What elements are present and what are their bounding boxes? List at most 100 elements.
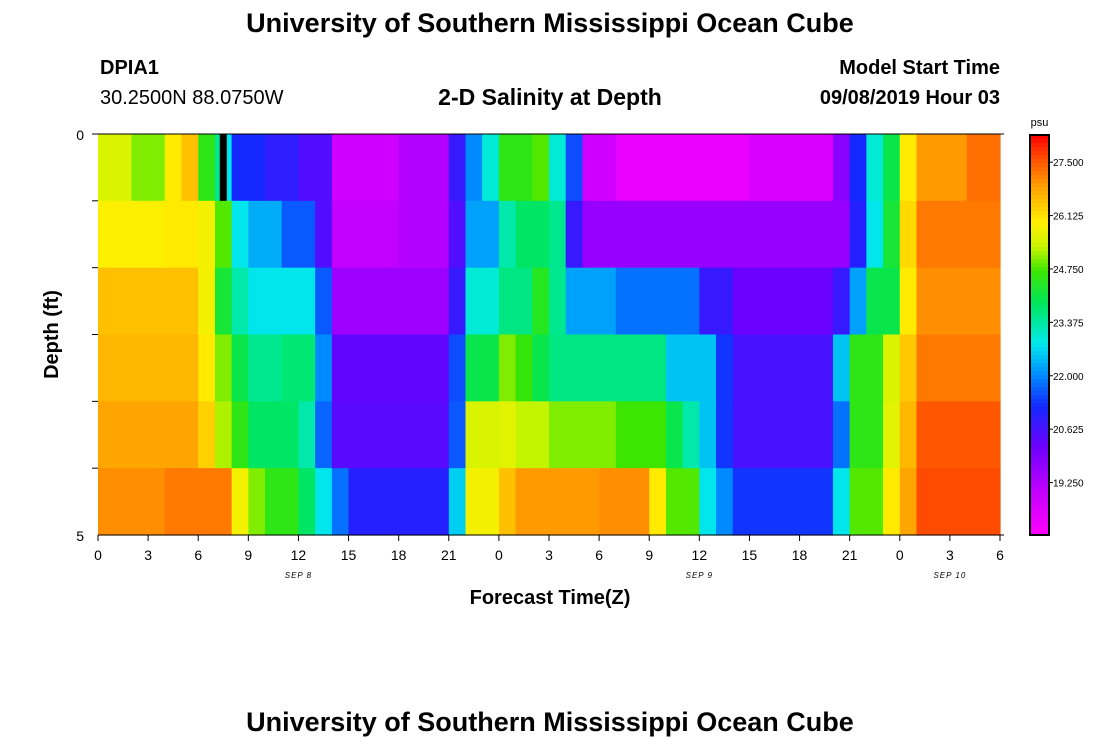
heatmap-cell [883,200,901,269]
heatmap-cell [849,134,867,202]
colorbar-slice [1030,431,1049,436]
heatmap-cell [198,401,216,469]
heatmap-cell [448,334,467,402]
colorbar-slice [1030,451,1049,456]
colorbar-slice [1030,511,1049,516]
colorbar-slice [1030,399,1049,404]
current-time-marker [219,134,227,201]
heatmap-cell [899,134,918,202]
heatmap-cell [214,267,233,336]
colorbar-slice [1030,319,1049,324]
colorbar-slice [1030,355,1049,360]
heatmap-cell [448,267,467,336]
heatmap-cell [181,134,199,202]
colorbar-slice [1030,531,1049,536]
colorbar-slice [1030,323,1049,328]
heatmap-cell [749,134,834,202]
station-location: 30.2500N 88.0750W [100,87,284,109]
colorbar-slice [1030,291,1049,296]
colorbar-slice [1030,195,1049,200]
station-id: DPIA1 [100,57,159,79]
heatmap-cell [465,267,500,336]
heatmap-cell [832,134,851,202]
heatmap-cell [582,200,851,269]
colorbar-slice [1030,347,1049,352]
heatmap-cell [532,134,550,202]
colorbar-slice [1030,455,1049,460]
colorbar-slice [1030,263,1049,268]
heatmap-cell [549,401,617,469]
colorbar-slice [1030,495,1049,500]
colorbar-slice [1030,275,1049,280]
colorbar-slice [1030,515,1049,520]
heatmap-cell [515,468,600,536]
heatmap-cell [916,334,1001,402]
y-tick-label: 0 [76,127,84,143]
heatmap-cell [348,468,450,536]
colorbar-slice [1030,407,1049,412]
colorbar-tick-label: 22.000 [1053,372,1084,383]
y-tick-label: 5 [76,528,84,544]
heatmap-cell [732,334,834,402]
heatmap-cell [98,134,133,202]
colorbar-slice [1030,467,1049,472]
heatmap-cell [198,134,216,202]
x-tick-label: 3 [545,547,553,563]
colorbar-slice [1030,387,1049,392]
heatmap-cell [198,334,216,402]
colorbar-slice [1030,411,1049,416]
heatmap-cell [248,401,300,469]
heatmap-cell [98,401,199,469]
heatmap-cell [231,468,249,536]
heatmap-cell [331,134,400,202]
heatmap-cell [315,334,333,402]
heatmap-cell [849,468,884,536]
heatmap-cell [98,334,199,402]
colorbar-slice [1030,419,1049,424]
heatmap-cell [732,468,834,536]
heatmap-cell [498,401,517,469]
colorbar-slice [1030,459,1049,464]
heatmap-cell [465,401,500,469]
heatmap-cell [465,134,483,202]
colorbar-slice [1030,379,1049,384]
heatmap-cell [866,134,884,202]
page-title: University of Southern Mississippi Ocean… [246,8,854,38]
footer-title: University of Southern Mississippi Ocean… [246,707,854,737]
heatmap-cell [899,200,918,269]
heatmap-cell [214,200,233,269]
colorbar-slice [1030,359,1049,364]
day-label: SEP 10 [933,571,966,580]
heatmap-cell [615,401,667,469]
colorbar-slice [1030,335,1049,340]
colorbar-slice [1030,339,1049,344]
heatmap-cell [916,200,1001,269]
heatmap-cell [398,134,450,202]
heatmap-cell [498,468,517,536]
colorbar-slice [1030,143,1049,148]
colorbar-slice [1030,507,1049,512]
heatmap-cell [465,200,500,269]
colorbar-tick-label: 27.500 [1053,158,1084,169]
heatmap-cell [515,401,550,469]
heatmap-cell [465,468,500,536]
x-tick-label: 18 [792,547,808,563]
colorbar-slice [1030,331,1049,336]
colorbar-slice [1030,503,1049,508]
heatmap-cell [699,468,717,536]
x-tick-label: 21 [842,547,858,563]
colorbar-tick-label: 20.625 [1053,425,1084,436]
heatmap-cell [315,401,333,469]
x-tick-label: 9 [244,547,252,563]
colorbar-slice [1030,303,1049,308]
x-tick-label: 0 [896,547,904,563]
heatmap-cell [916,468,1001,536]
colorbar-slice [1030,211,1049,216]
heatmap-cell [214,401,233,469]
heatmap-cell [298,401,316,469]
heatmap-cell [732,267,834,336]
heatmap-cell [916,401,1001,469]
colorbar-slice [1030,175,1049,180]
colorbar-slice [1030,343,1049,348]
